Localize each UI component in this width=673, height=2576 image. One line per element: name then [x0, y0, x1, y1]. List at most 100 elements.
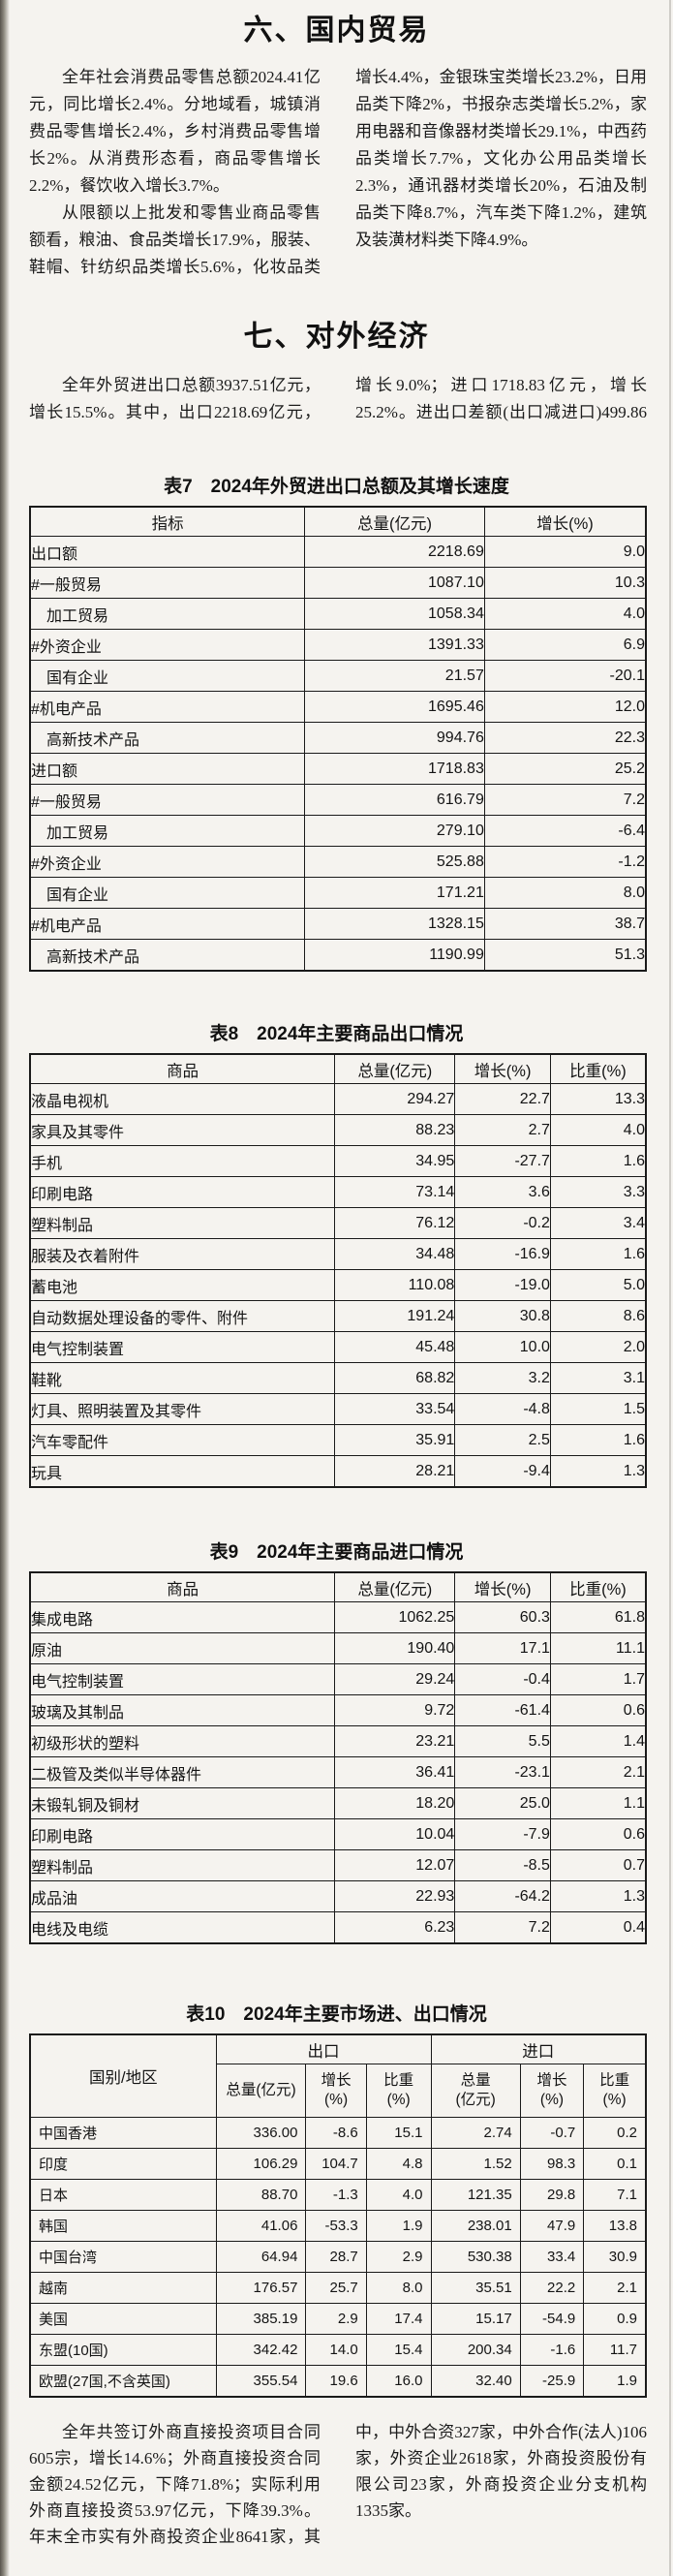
row-label-cell: 印刷电路 [29, 1176, 336, 1208]
value-cell: 18.20 [334, 1787, 456, 1819]
row-label-cell: #机电产品 [29, 691, 306, 723]
value-cell: 104.7 [305, 2148, 367, 2180]
value-cell: 60.3 [454, 1601, 551, 1633]
value-cell: 2.1 [549, 1756, 647, 1788]
table-row: 未锻轧铜及铜材 18.20 25.0 1.1 [29, 1787, 647, 1819]
value-cell: 45.48 [334, 1331, 456, 1363]
table-row: 成品油 22.93 -64.2 1.3 [29, 1880, 647, 1912]
value-cell: 25.2 [483, 753, 647, 785]
value-cell: 2.1 [583, 2272, 647, 2304]
table-row: 高新技术产品 1190.99 51.3 [29, 939, 647, 972]
value-cell: 28.7 [305, 2241, 367, 2273]
row-label-cell: 电气控制装置 [29, 1331, 336, 1363]
value-cell: 1.3 [549, 1455, 647, 1488]
value-cell: 8.0 [365, 2272, 432, 2304]
value-cell: 32.40 [430, 2365, 521, 2398]
value-cell: 4.0 [365, 2179, 432, 2211]
value-cell: -0.4 [454, 1663, 551, 1695]
value-cell: 9.0 [483, 536, 647, 568]
value-cell: 4.8 [365, 2148, 432, 2180]
table-row: 进口额 1718.83 25.2 [29, 753, 647, 785]
value-cell: 994.76 [304, 722, 485, 754]
value-cell: -19.0 [454, 1269, 551, 1301]
table-row: 电气控制装置 29.24 -0.4 1.7 [29, 1663, 647, 1695]
table-row: #机电产品 1695.46 12.0 [29, 691, 647, 723]
row-label-cell: 欧盟(27国,不含英国) [29, 2365, 217, 2398]
value-cell: 5.0 [549, 1269, 647, 1301]
table-row: 液晶电视机 294.27 22.7 13.3 [29, 1083, 647, 1115]
section-title-domestic-trade: 六、国内贸易 [243, 15, 430, 47]
column-header: 总量(亿元) [304, 506, 485, 537]
row-label-cell: 加工贸易 [29, 815, 306, 847]
foreign-economy-text-columns: 全年外贸进出口总额3937.51亿元，增长15.5%。其中，出口2218.69亿… [29, 372, 647, 430]
column-header: 总量 (亿元) [430, 2064, 521, 2118]
value-cell: 6.23 [334, 1911, 456, 1944]
value-cell: 2.5 [454, 1424, 551, 1456]
value-cell: 2.0 [549, 1331, 647, 1363]
value-cell: 34.48 [334, 1238, 456, 1270]
value-cell: 4.0 [483, 598, 647, 630]
row-label-cell: 原油 [29, 1632, 336, 1664]
table-row: 欧盟(27国,不含英国) 355.54 19.6 16.0 32.40 -25.9 1.9 [29, 2365, 647, 2398]
value-cell: 33.54 [334, 1393, 456, 1425]
row-label-cell: 加工贸易 [29, 598, 306, 630]
value-cell: 0.6 [549, 1818, 647, 1850]
table-row: 塑料制品 76.12 -0.2 3.4 [29, 1207, 647, 1239]
value-cell: 14.0 [305, 2334, 367, 2366]
value-cell: 2.7 [454, 1114, 551, 1146]
value-cell: -23.1 [454, 1756, 551, 1788]
row-label-cell: 国有企业 [29, 877, 306, 909]
value-cell: -8.6 [305, 2117, 367, 2149]
value-cell: 29.8 [519, 2179, 585, 2211]
value-cell: 1.7 [549, 1663, 647, 1695]
value-cell: 279.10 [304, 815, 485, 847]
value-cell: 1.9 [583, 2365, 647, 2398]
value-cell: 9.72 [334, 1694, 456, 1726]
value-cell: 15.4 [365, 2334, 432, 2366]
value-cell: 1.6 [549, 1238, 647, 1270]
table-row: 电线及电缆 6.23 7.2 0.4 [29, 1911, 647, 1944]
value-cell: -0.7 [519, 2117, 585, 2149]
row-label-cell: 家具及其零件 [29, 1114, 336, 1146]
column-header-region: 国别/地区 [29, 2033, 217, 2118]
value-cell: 29.24 [334, 1663, 456, 1695]
value-cell: 11.1 [549, 1632, 647, 1664]
row-label-cell: 玻璃及其制品 [29, 1694, 336, 1726]
row-label-cell: 未锻轧铜及铜材 [29, 1787, 336, 1819]
value-cell: 8.6 [549, 1300, 647, 1332]
value-cell: 1190.99 [304, 939, 485, 972]
value-cell: 385.19 [215, 2303, 307, 2335]
table-row: 电气控制装置 45.48 10.0 2.0 [29, 1331, 647, 1363]
table-row: 中国台湾 64.94 28.7 2.9 530.38 33.4 30.9 [29, 2241, 647, 2273]
value-cell: 106.29 [215, 2148, 307, 2180]
value-cell: -20.1 [483, 660, 647, 692]
row-label-cell: 国有企业 [29, 660, 306, 692]
value-cell: 171.21 [304, 877, 485, 909]
row-label-cell: #外资企业 [29, 846, 306, 878]
value-cell: 616.79 [304, 784, 485, 816]
value-cell: 176.57 [215, 2272, 307, 2304]
value-cell: 1391.33 [304, 629, 485, 661]
value-cell: 1087.10 [304, 567, 485, 599]
row-label-cell: 灯具、照明装置及其零件 [29, 1393, 336, 1425]
column-header: 总量(亿元) [334, 1053, 456, 1084]
value-cell: -61.4 [454, 1694, 551, 1726]
value-cell: 17.4 [365, 2303, 432, 2335]
value-cell: 2218.69 [304, 536, 485, 568]
row-label-cell: 玩具 [29, 1455, 336, 1488]
column-header: 比重(%) [549, 1053, 647, 1084]
row-label-cell: 日本 [29, 2179, 217, 2211]
paragraph: 全年共签订外商直接投资项目合同605宗，增长14.6%；外商直接投资合同金额24… [29, 2423, 647, 2546]
column-header: 增长(%) [454, 1053, 551, 1084]
row-label-cell: 电气控制装置 [29, 1663, 336, 1695]
value-cell: -4.8 [454, 1393, 551, 1425]
row-label-cell: 自动数据处理设备的零件、附件 [29, 1300, 336, 1332]
value-cell: 25.0 [454, 1787, 551, 1819]
table-row: 美国 385.19 2.9 17.4 15.17 -54.9 0.9 [29, 2303, 647, 2335]
value-cell: 4.0 [549, 1114, 647, 1146]
value-cell: 1.6 [549, 1145, 647, 1177]
value-cell: 68.82 [334, 1362, 456, 1394]
value-cell: 21.57 [304, 660, 485, 692]
value-cell: 121.35 [430, 2179, 521, 2211]
table-row: 自动数据处理设备的零件、附件 191.24 30.8 8.6 [29, 1300, 647, 1332]
